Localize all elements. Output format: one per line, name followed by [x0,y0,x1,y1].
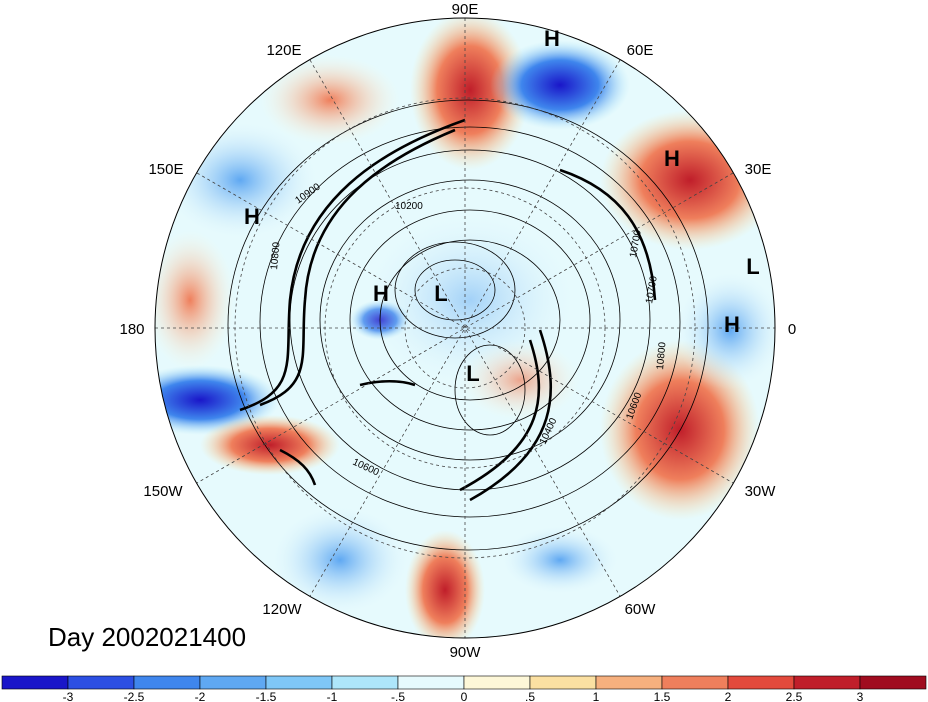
lon-label: 120E [266,42,301,59]
colorbar-swatch [859,675,927,690]
pressure-center-label: H [724,312,740,337]
colorbar-swatch [793,675,861,690]
colorbar-swatch [67,675,135,690]
colorbar-swatch [661,675,729,690]
colorbar-swatch [397,675,465,690]
contour-label: 10700 [628,229,644,259]
lon-label: 150W [143,483,183,500]
graticule [155,18,775,638]
pressure-center-label: H [544,26,560,51]
colorbar-tick-label: 3 [857,690,864,702]
longitude-labels: 90E 60E 30E 0 30W 60W 90W 120W 150W 180 … [119,1,796,661]
colorbar-swatch [265,675,333,690]
lon-label: 60W [625,601,657,618]
pressure-center-label: H [244,204,260,229]
contour-label: 10800 [655,341,668,370]
lon-label: 120W [262,601,302,618]
map-title: Day 2002021400 [48,622,246,652]
colorbar-tick-label: -1 [327,690,338,702]
contour-label: 10200 [395,201,423,212]
pressure-center-labels: H H L H H H L L [244,26,760,386]
map-boundary [154,17,776,639]
colorbar-tick-label: 0 [461,690,468,702]
colorbar-swatch [1,675,69,690]
colorbar-tick-label: 2 [725,690,732,702]
contour-label: 10800 [269,241,282,270]
pressure-center-label: H [373,281,389,306]
height-contours [227,99,709,551]
pressure-center-label: L [466,361,479,386]
lon-label: 60E [627,42,654,59]
colorbar-swatch [595,675,663,690]
lon-label: 90E [452,1,479,18]
colorbar-swatch [463,675,531,690]
colorbar: -3 -2.5 -2 -1.5 -1 -.5 0 .5 1 1.5 2 2.5 3 [1,675,927,702]
colorbar-swatch [133,675,201,690]
pressure-center-label: L [434,281,447,306]
colorbar-swatch [199,675,267,690]
contour-label: 10700 [644,275,660,305]
colorbar-swatch [727,675,795,690]
pressure-center-label: H [664,146,680,171]
colorbar-tick-label: 1.5 [654,690,671,702]
colorbar-tick-label: 2.5 [786,690,803,702]
jet-stream-contours [239,118,657,502]
colorbar-tick-label: -2 [195,690,206,702]
lon-label: 30E [745,161,772,178]
lon-label: 180 [119,321,144,338]
lon-label: 90W [450,644,482,661]
lon-label: 150E [148,161,183,178]
lon-label: 0 [788,321,796,338]
anomaly-shading [155,18,775,638]
colorbar-tick-label: -3 [63,690,74,702]
colorbar-swatch [331,675,399,690]
colorbar-tick-label: -.5 [391,690,405,702]
colorbar-tick-label: .5 [525,690,535,702]
pressure-center-label: L [746,254,759,279]
colorbar-tick-label: 1 [593,690,600,702]
colorbar-swatch [529,675,597,690]
lon-label: 30W [745,483,777,500]
colorbar-tick-label: -2.5 [124,690,145,702]
colorbar-tick-label: -1.5 [256,690,277,702]
